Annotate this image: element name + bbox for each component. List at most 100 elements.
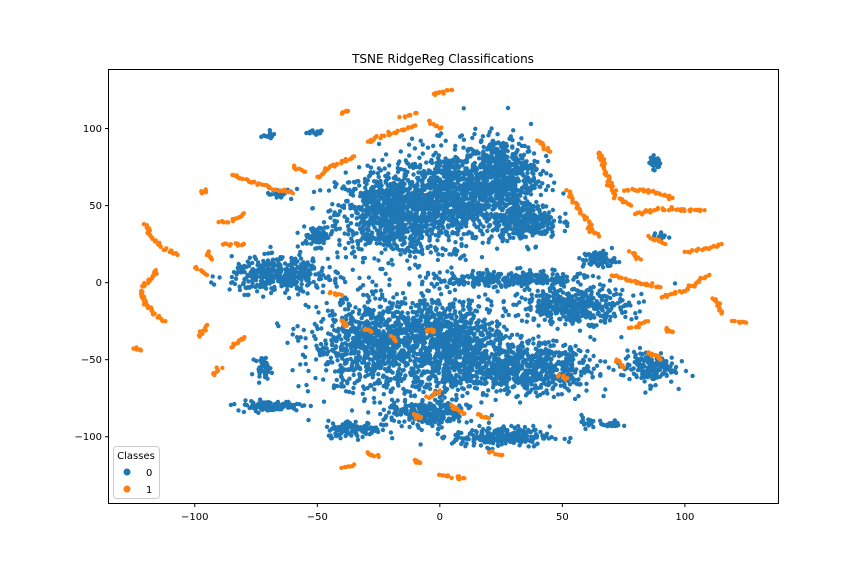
data-point-class-0 [370,230,375,235]
data-point-class-0 [429,160,435,166]
data-point-class-0 [620,287,625,293]
data-point-class-0 [407,249,413,254]
data-point-class-0 [451,275,456,280]
data-point-class-0 [338,367,343,372]
data-point-class-0 [440,252,445,258]
data-point-class-0 [434,169,439,174]
data-point-class-0 [384,217,389,222]
data-point-class-0 [411,227,416,233]
data-point-class-0 [408,393,414,399]
data-point-class-0 [466,209,471,214]
data-point-class-0 [610,300,615,306]
data-point-class-0 [370,357,375,363]
data-point-class-0 [461,145,466,150]
data-point-class-0 [510,144,515,149]
data-point-class-0 [320,352,326,357]
data-point-class-0 [459,236,464,241]
data-point-class-0 [400,210,405,215]
data-point-class-0 [366,207,371,213]
data-point-class-0 [431,143,436,149]
data-point-class-0 [389,231,394,236]
data-point-class-0 [257,274,263,279]
data-point-class-0 [329,231,334,236]
data-point-class-0 [512,194,517,200]
data-point-class-0 [528,304,533,310]
data-point-class-0 [566,310,571,315]
data-point-class-0 [474,203,479,208]
data-point-class-0 [488,155,493,160]
data-point-class-0 [274,263,280,268]
data-point-class-0 [461,106,466,111]
data-point-class-0 [489,126,494,131]
data-point-class-0 [377,228,382,233]
data-point-class-0 [362,255,368,261]
data-point-class-0 [430,193,435,198]
data-point-class-0 [364,292,370,298]
data-point-class-0 [375,357,381,362]
data-point-class-0 [487,222,493,228]
data-point-class-0 [379,250,384,255]
data-point-class-0 [247,255,253,260]
data-point-class-0 [405,245,411,251]
data-point-class-0 [499,207,505,212]
data-point-class-0 [598,319,603,324]
data-point-class-0 [533,245,538,250]
data-point-class-0 [604,303,609,308]
data-point-class-0 [471,181,476,186]
data-point-class-0 [364,189,369,194]
data-point-class-0 [515,203,521,209]
data-point-class-0 [360,231,365,236]
data-point-class-0 [410,239,415,245]
data-point-class-0 [470,268,476,274]
data-point-class-0 [389,304,394,309]
data-point-class-0 [305,282,311,287]
data-point-class-0 [343,170,348,175]
data-point-class-0 [321,399,327,404]
data-point-class-0 [393,230,399,236]
data-point-class-0 [551,293,557,298]
data-point-class-0 [331,385,337,391]
data-point-class-0 [285,263,290,268]
data-point-class-0 [535,272,540,278]
data-point-class-0 [319,348,325,353]
data-point-class-0 [437,286,442,291]
data-point-class-0 [312,334,317,339]
data-point-class-0 [545,184,551,189]
data-point-class-0 [470,217,475,222]
data-point-class-0 [380,338,385,343]
data-point-class-0 [497,184,502,190]
data-point-class-0 [515,209,521,215]
data-point-class-0 [240,270,245,275]
data-point-class-0 [527,300,532,305]
data-point-class-0 [362,386,367,392]
data-point-class-0 [286,276,291,282]
data-point-class-0 [523,177,528,182]
data-point-class-0 [310,206,315,211]
data-point-class-0 [334,339,339,344]
data-point-class-0 [394,194,400,200]
data-point-class-0 [373,237,378,242]
data-point-class-0 [290,368,295,373]
data-point-class-0 [354,231,359,236]
data-point-class-0 [335,352,340,357]
data-point-class-0 [423,218,429,223]
data-point-class-0 [521,223,526,228]
data-point-class-0 [357,183,362,188]
data-point-class-0 [433,204,438,209]
data-point-class-0 [416,170,421,175]
data-point-class-0 [437,270,442,275]
data-point-class-0 [476,218,482,224]
data-point-class-0 [383,173,388,179]
data-point-class-0 [321,377,326,382]
data-point-class-0 [362,304,367,309]
data-point-class-0 [513,150,519,156]
data-point-class-0 [233,276,239,281]
data-point-class-0 [328,359,333,365]
data-point-class-0 [369,371,374,377]
data-point-class-0 [436,153,442,158]
data-point-class-0 [428,170,433,175]
data-point-class-0 [543,214,549,220]
data-point-class-0 [557,219,563,224]
data-point-class-0 [354,363,360,369]
data-point-class-0 [430,205,435,210]
